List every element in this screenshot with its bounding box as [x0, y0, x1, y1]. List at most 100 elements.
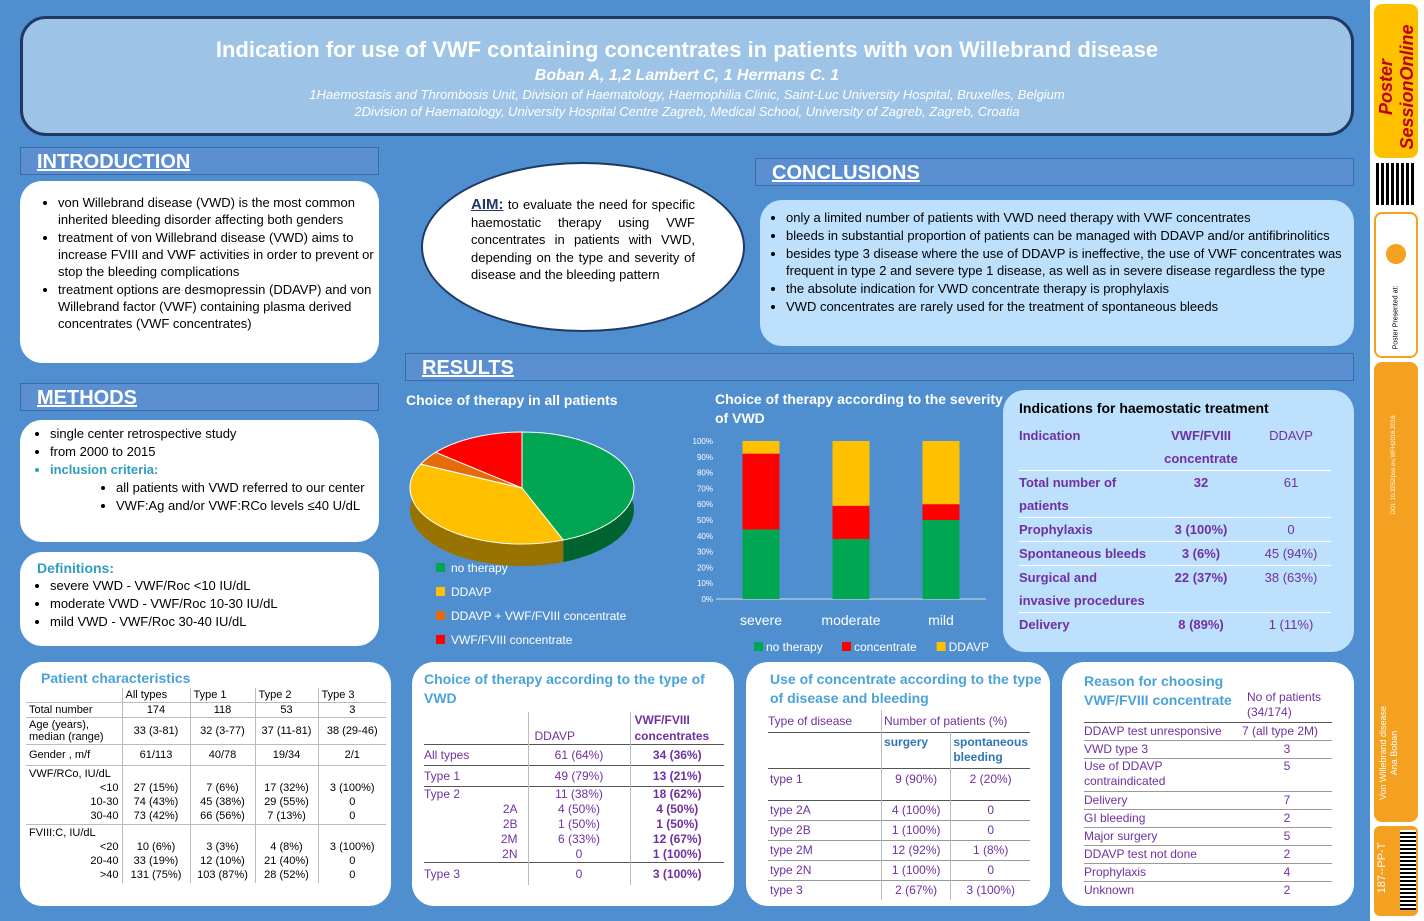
pie-legend-item: VWF/FVIII concentrate	[436, 628, 626, 652]
table-row: FVIII:C, IU/dL <20 20-40 >40 10 (6%) 33 (19%…	[26, 824, 386, 883]
y-tick-label: 10%	[697, 579, 713, 588]
table-header: VWF/FVIII concentrate	[1164, 428, 1238, 466]
table-row: Delivery 7	[1084, 792, 1332, 810]
pie-legend-item: DDAVP + VWF/FVIII concentrate	[436, 604, 626, 628]
conclusion-item: only a limited number of patients with V…	[786, 209, 1346, 226]
x-tick-label: moderate	[821, 612, 880, 628]
poster-code: 187--PP-T	[1376, 842, 1388, 894]
bar-segment	[922, 504, 960, 520]
pie-slice	[409, 463, 565, 545]
intro-item: von Willebrand disease (VWD) is the most…	[58, 194, 379, 228]
definition-item: moderate VWD - VWF/Roc 10-30 IU/dL	[50, 595, 379, 612]
table-row: Use of DDAVP contraindicated 5	[1084, 759, 1332, 792]
pie-slice-side	[410, 464, 564, 566]
definition-item: severe VWD - VWF/Roc <10 IU/dL	[50, 577, 379, 594]
table-header: Indication	[1019, 428, 1081, 443]
qr-code-icon[interactable]	[1376, 163, 1416, 205]
table-row: GI bleeding 2	[1084, 810, 1332, 828]
therapy-by-type-title: Choice of therapy according to the type …	[424, 671, 705, 706]
bar-segment	[742, 453, 780, 530]
poster-session-logo[interactable]: Poster SessionOnline	[1374, 4, 1418, 158]
y-tick-label: 40%	[697, 532, 713, 541]
conclusions-box: only a limited number of patients with V…	[760, 200, 1354, 346]
therapy-by-type-table: DDAVP VWF/FVIII concentrates All types 61 …	[424, 712, 724, 885]
methods-heading: METHODS	[20, 383, 379, 411]
conference-logo-icon	[1386, 244, 1406, 264]
sidebar-orange-panel: DOI: 10.3252/pso.eu.WFH2016.2016 Von Wil…	[1374, 362, 1418, 822]
legend-swatch	[936, 642, 946, 651]
methods-box: single center retrospective study from 2…	[20, 420, 379, 542]
logo-text: Poster SessionOnline	[1376, 24, 1417, 150]
use-concentrate-table: Type of disease Number of patients (%) su…	[768, 710, 1030, 900]
legend-label: no therapy	[766, 640, 823, 654]
reason-count-header: No of patients (34/174)	[1247, 690, 1322, 719]
presented-at-label: Poster Presented at:	[1392, 285, 1400, 350]
y-tick-label: 100%	[693, 437, 713, 446]
table-row: type 2M 12 (92%) 1 (8%)	[768, 840, 1030, 861]
poster-header: Indication for use of VWF containing con…	[20, 16, 1354, 136]
introduction-box: von Willebrand disease (VWD) is the most…	[20, 181, 379, 363]
table-row: Prophylaxis 4	[1084, 864, 1332, 882]
conclusion-item: VWD concentrates are rarely used for the…	[786, 298, 1346, 315]
table-row: type 2B 1 (100%) 0	[768, 820, 1030, 841]
table-header: DDAVP	[1269, 428, 1313, 443]
inclusion-criteria-label: inclusion criteria:	[50, 461, 379, 478]
poster-code-box: 187--PP-T	[1374, 826, 1418, 916]
x-tick-label: mild	[928, 612, 954, 628]
aim-label: AIM:	[471, 196, 504, 213]
pie-slice	[434, 431, 523, 489]
y-tick-label: 50%	[697, 516, 713, 525]
aim-body: to evaluate the need for specific haemos…	[471, 197, 695, 282]
pie-slice	[521, 431, 635, 541]
table-row: Type 1 49 (79%) 13 (21%)	[424, 765, 724, 787]
table-row: DDAVP test not done 2	[1084, 846, 1332, 864]
y-tick-label: 60%	[697, 500, 713, 509]
pie-legend-item: DDAVP	[436, 580, 626, 604]
pie-chart	[409, 431, 635, 566]
pie-legend-item: no therapy	[436, 556, 626, 580]
poster-title: Indication for use of VWF containing con…	[215, 37, 1159, 62]
bar-segment	[742, 441, 780, 454]
reason-title: Reason for choosing VWF/FVIII concentrat…	[1084, 673, 1232, 708]
table-row: type 2N 1 (100%) 0	[768, 860, 1030, 881]
table-row: Surgical and invasive procedures 22 (37%)…	[1019, 565, 1331, 613]
use-concentrate-box: Use of concentrate according to the type…	[746, 662, 1050, 906]
table-row: Spontaneous bleeds 3 (6%) 45 (94%)	[1019, 541, 1331, 566]
indications-box: Indications for haemostatic treatment In…	[1003, 390, 1354, 652]
pie-legend: no therapy DDAVP DDAVP + VWF/FVIII conce…	[436, 556, 626, 652]
bar-segment	[832, 505, 870, 539]
table-row: Gender , m/f 61/113 40/78 19/34 2/1	[26, 744, 386, 766]
table-row: Total number of patients 32 61	[1019, 470, 1331, 518]
y-tick-label: 70%	[697, 484, 713, 493]
conclusion-item: the absolute indication for VWD concentr…	[786, 280, 1346, 297]
table-row: VWF/RCo, IU/dL <10 10-30 30-40 27 (15%) 74 (…	[26, 765, 386, 825]
affiliation-1: 1Haemostasis and Thrombosis Unit, Divisi…	[309, 87, 1065, 102]
aim-text: AIM: to evaluate the need for specific h…	[471, 196, 695, 284]
table-row: Delivery 8 (89%) 1 (11%)	[1019, 612, 1331, 637]
y-tick-label: 20%	[697, 563, 713, 572]
y-tick-label: 80%	[697, 469, 713, 478]
y-tick-label: 0%	[701, 595, 713, 604]
table-row: DDAVP test unresponsive 7 (all type 2M)	[1084, 722, 1332, 741]
bar-chart-title: Choice of therapy according to the sever…	[715, 391, 1003, 426]
barcode-icon	[1400, 830, 1416, 910]
sidebar: Poster SessionOnline Poster Presented at…	[1370, 0, 1424, 921]
table-row: Major surgery 5	[1084, 828, 1332, 846]
affiliation-2: 2Division of Haematology, University Hos…	[354, 104, 1020, 119]
methods-item: single center retrospective study	[50, 425, 379, 442]
legend-swatch	[842, 642, 851, 651]
table-row: Type 2 2A 2B 2M 2N 11 (38%) 4 (50%) 1 (50%) 6 (…	[424, 786, 724, 863]
presented-at-box: Poster Presented at:	[1374, 212, 1418, 358]
legend-swatch	[754, 642, 763, 651]
intro-item: treatment of von Willebrand disease (VWD…	[58, 229, 379, 280]
y-tick-label: 30%	[697, 548, 713, 557]
introduction-heading: INTRODUCTION	[20, 147, 379, 175]
results-heading: RESULTS	[405, 353, 1354, 381]
bar-segment	[922, 520, 960, 599]
doi-label: DOI: 10.3252/pso.eu.WFH2016.2016	[1391, 415, 1397, 515]
